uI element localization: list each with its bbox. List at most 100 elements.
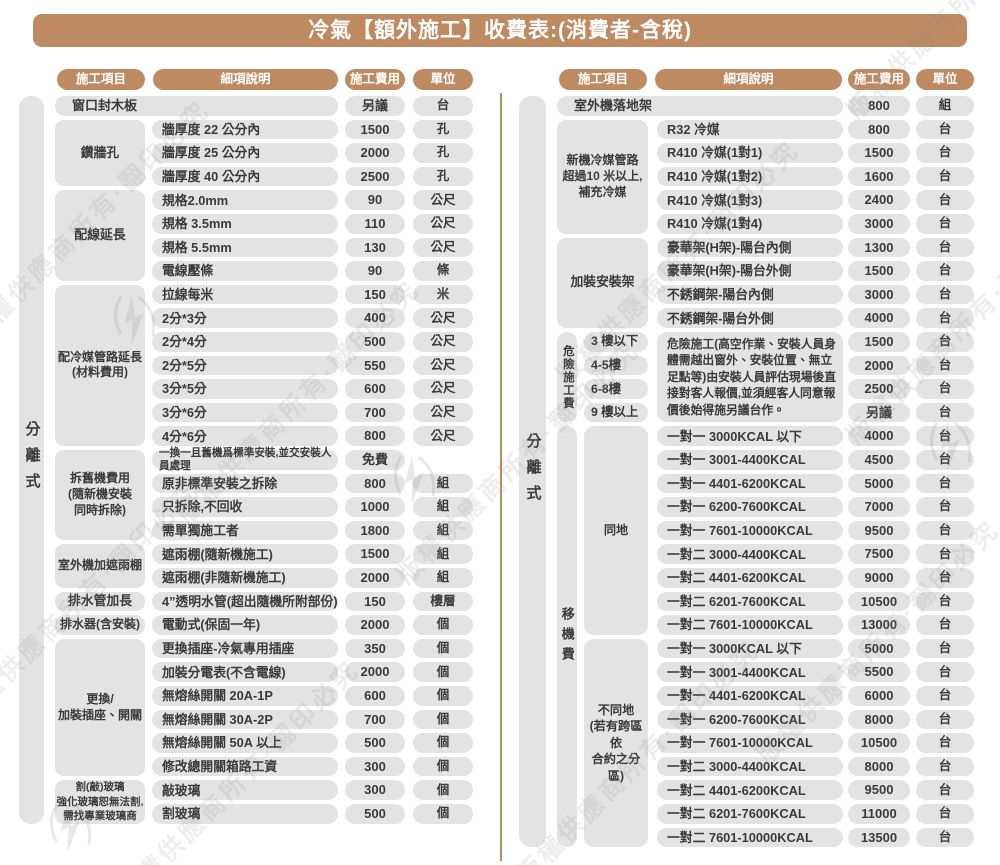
fee-pill: 800 [848, 119, 910, 140]
fee-pill: 600 [345, 686, 405, 706]
fee-pill: 4000 [848, 308, 910, 328]
detail-pill: 割玻璃 [152, 804, 338, 824]
detail-pill: 一對一 7601-10000KCAL [657, 733, 843, 753]
fee-pill: 400 [345, 308, 405, 328]
fee-pill: 9500 [848, 520, 910, 541]
floor-pill: 6-8樓 [584, 379, 648, 399]
detail-pill: 一對二 7601-10000KCAL [657, 827, 843, 848]
fee-pill: 1000 [345, 497, 405, 517]
unit-pill: 台 [916, 615, 974, 635]
fee-pill: 5500 [848, 662, 910, 682]
unit-pill: 台 [916, 355, 974, 376]
detail-pill: R410 冷媒(1對4) [657, 214, 843, 234]
unit-pill: 台 [916, 119, 974, 140]
detail-pill: 只拆除,不回收 [152, 497, 338, 517]
col-header-fee-left: 施工費用 [345, 69, 405, 90]
unit-pill: 台 [916, 497, 974, 517]
detail-pill: 不銹鋼架-陽台內側 [657, 284, 843, 305]
detail-pill: 一對一 4401-6200KCAL [657, 473, 843, 494]
detail-pill: 更換插座-冷氣專用插座 [152, 638, 338, 659]
detail-pill: 規格 3.5mm [152, 214, 338, 234]
detail-pill: R410 冷媒(1對3) [657, 190, 843, 210]
unit-pill: 台 [916, 733, 974, 753]
unit-pill: 台 [916, 780, 974, 800]
unit-pill: 組 [413, 473, 473, 494]
fee-pill: 1300 [848, 237, 910, 258]
fee-pill: 3000 [848, 214, 910, 234]
detail-pill: 一對二 7601-10000KCAL [657, 615, 843, 635]
unit-pill: 台 [916, 591, 974, 612]
detail-pill: 不銹鋼架-陽台外側 [657, 308, 843, 328]
detail-pill: 一對二 4401-6200KCAL [657, 568, 843, 588]
unit-pill: 樓層 [413, 591, 473, 612]
col-header-unit-left: 單位 [413, 69, 473, 90]
fee-pill: 8000 [848, 709, 910, 730]
col-header-unit-right: 單位 [916, 69, 974, 90]
detail-pill: 電動式(保固一年) [152, 615, 338, 635]
fee-pill: 90 [345, 261, 405, 281]
fee-pill: 2000 [848, 355, 910, 376]
floor-pill: 9 樓以上 [584, 402, 648, 423]
fee-pill: 4000 [848, 426, 910, 446]
detail-pill: 無熔絲開關 30A-2P [152, 709, 338, 730]
detail-pill: 需單獨施工者 [152, 520, 338, 541]
fee-pill: 1500 [848, 261, 910, 281]
detail-pill: 一對二 6201-7600KCAL [657, 591, 843, 612]
category-pill: 排水管加長 [55, 591, 145, 612]
unit-pill: 台 [916, 638, 974, 659]
column-divider [500, 93, 502, 861]
fee-pill: 7500 [848, 544, 910, 564]
fee-pill: 150 [345, 284, 405, 305]
fee-pill: 2000 [345, 568, 405, 588]
fee-pill: 800 [848, 96, 910, 116]
category-pill: 新機冷媒管路 超過10 米以上, 補充冷媒 [557, 119, 648, 234]
category-pill: 鑽牆孔 [55, 119, 145, 187]
fee-pill: 700 [345, 402, 405, 423]
fee-pill: 2000 [345, 662, 405, 682]
category-pill: 排水器(含安裝) [55, 615, 145, 635]
hazard-description: 危險施工(高空作業、安裝人員身體需越出窗外、安裝位置、無立足點等)由安裝人員評估… [657, 332, 843, 423]
detail-pill: 一對一 3000KCAL 以下 [657, 426, 843, 446]
detail-pill: 一對二 4401-6200KCAL [657, 780, 843, 800]
type-sidebar-left: 分離式 [19, 96, 44, 824]
fee-pill: 免費 [345, 450, 405, 470]
category-pill: 割(敲)玻璃 強化玻璃恕無法割, 需找專業玻璃商 [55, 780, 145, 824]
unit-pill: 台 [916, 473, 974, 494]
unit-pill: 台 [916, 402, 974, 423]
detail-pill: 拉線每米 [152, 284, 338, 305]
fee-pill: 3000 [848, 284, 910, 305]
unit-pill: 台 [916, 166, 974, 187]
detail-pill: 一對二 3000-4400KCAL [657, 544, 843, 564]
detail-pill: 一對二 6201-7600KCAL [657, 804, 843, 824]
unit-pill: 公尺 [413, 355, 473, 376]
detail-pill: 遮雨棚(隨新機施工) [152, 544, 338, 564]
detail-pill: R32 冷媒 [657, 119, 843, 140]
unit-pill: 公尺 [413, 190, 473, 210]
item-pill: 室外機落地架 [557, 96, 843, 116]
unit-pill: 組 [916, 96, 974, 116]
unit-pill: 組 [413, 568, 473, 588]
detail-pill: 2分*5分 [152, 355, 338, 376]
unit-pill: 條 [413, 261, 473, 281]
col-header-detail-right: 細項說明 [655, 69, 842, 90]
fee-pill: 2400 [848, 190, 910, 210]
category-pill: 更換/ 加裝插座、開關 [55, 638, 145, 777]
unit-pill: 台 [916, 827, 974, 848]
category-pill: 配冷媒管路延長 (材料費用) [55, 284, 145, 446]
unit-pill: 公尺 [413, 379, 473, 399]
detail-pill: 2分*4分 [152, 332, 338, 352]
detail-pill: 一對一 7601-10000KCAL [657, 520, 843, 541]
unit-pill: 台 [916, 450, 974, 470]
unit-pill: 台 [916, 332, 974, 352]
unit-pill: 台 [916, 214, 974, 234]
category-pill: 室外機加遮雨棚 [55, 544, 145, 588]
detail-pill: 無熔絲開關 20A-1P [152, 686, 338, 706]
detail-pill: 牆厚度 40 公分內 [152, 166, 338, 187]
floor-pill: 4-5樓 [584, 355, 648, 376]
move-category-pill: 移機費 [557, 426, 577, 848]
detail-pill: 無熔絲開關 50A 以上 [152, 733, 338, 753]
floor-pill: 3 樓以下 [584, 332, 648, 352]
unit-pill: 公尺 [413, 308, 473, 328]
fee-pill: 7000 [848, 497, 910, 517]
